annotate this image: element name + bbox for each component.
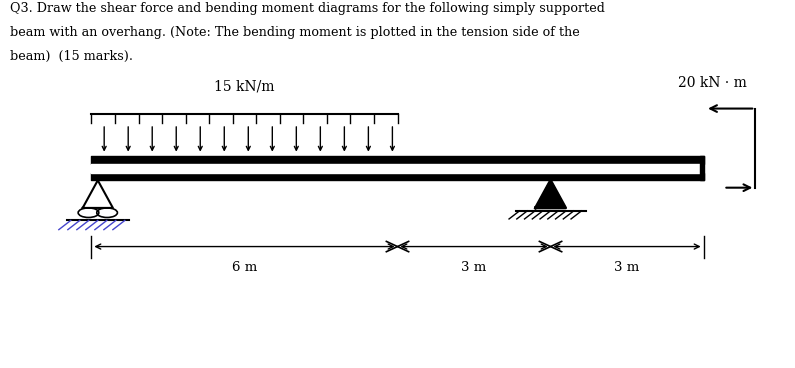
Text: 3 m: 3 m [461,261,487,274]
Text: beam)  (15 marks).: beam) (15 marks). [10,50,134,63]
Text: Q3. Draw the shear force and bending moment diagrams for the following simply su: Q3. Draw the shear force and bending mom… [10,2,605,15]
Text: 3 m: 3 m [615,261,640,274]
Text: 20 kN · m: 20 kN · m [678,76,747,90]
Text: beam with an overhang. (Note: The bending moment is plotted in the tension side : beam with an overhang. (Note: The bendin… [10,26,580,39]
Text: 15 kN/m: 15 kN/m [214,80,275,94]
Text: 6 m: 6 m [232,261,257,274]
Polygon shape [536,180,566,208]
